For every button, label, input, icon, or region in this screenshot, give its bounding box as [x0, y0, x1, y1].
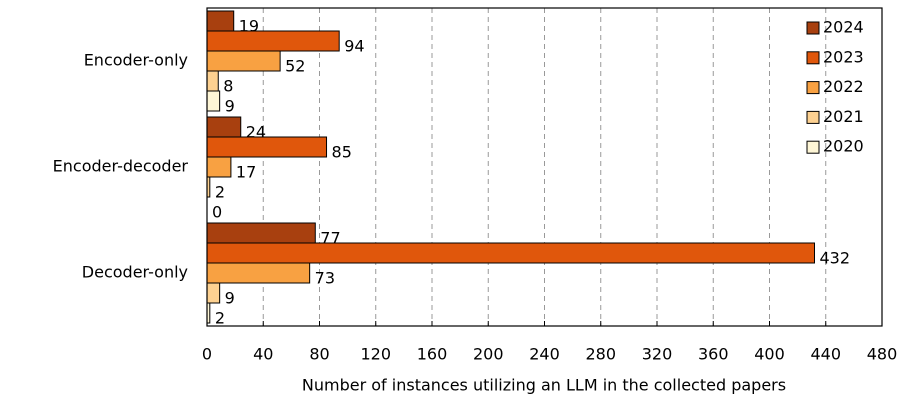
value-label: 52 [285, 57, 305, 76]
value-label: 9 [225, 97, 235, 116]
value-label: 0 [212, 203, 222, 222]
x-tick-label: 240 [529, 345, 560, 364]
bar [206, 30, 340, 52]
x-tick-label: 200 [473, 345, 504, 364]
x-tick-label: 480 [867, 345, 898, 364]
y-tick-label: Encoder-only [84, 51, 188, 70]
x-tick-label: 80 [309, 345, 329, 364]
value-label: 2 [215, 183, 225, 202]
x-tick-label: 120 [360, 345, 391, 364]
bar [206, 90, 221, 112]
x-tick-label: 40 [253, 345, 273, 364]
x-tick-label: 0 [202, 345, 212, 364]
value-label: 8 [223, 77, 233, 96]
bar [206, 282, 221, 304]
bar [206, 116, 242, 138]
legend-swatch [806, 21, 820, 35]
bar [206, 262, 311, 284]
legend-swatch [806, 140, 820, 154]
legend-label: 2023 [823, 47, 864, 66]
value-label: 432 [820, 249, 851, 268]
bar [206, 222, 316, 244]
x-tick-label: 400 [754, 345, 785, 364]
legend-label: 2020 [823, 137, 864, 156]
x-axis-label: Number of instances utilizing an LLM in … [302, 376, 786, 395]
legend-swatch [806, 51, 820, 65]
value-label: 85 [332, 143, 352, 162]
value-label: 17 [236, 163, 256, 182]
value-label: 73 [315, 269, 335, 288]
bar [206, 50, 281, 72]
bar [206, 136, 328, 158]
y-tick-label: Encoder-decoder [53, 157, 189, 176]
x-tick-label: 280 [585, 345, 616, 364]
x-tick-label: 160 [417, 345, 448, 364]
legend-label: 2021 [823, 107, 864, 126]
x-tick-label: 440 [810, 345, 841, 364]
y-tick-label: Decoder-only [82, 263, 188, 282]
legend-swatch [806, 81, 820, 95]
plot-frame [206, 7, 883, 327]
x-tick-label: 360 [698, 345, 729, 364]
legend-label: 2024 [823, 18, 864, 37]
legend-label: 2022 [823, 77, 864, 96]
value-label: 2 [215, 309, 225, 328]
x-tick-label: 320 [642, 345, 673, 364]
value-label: 94 [344, 37, 364, 56]
bar [206, 10, 235, 32]
bar [206, 242, 815, 264]
bar [206, 156, 232, 178]
legend-swatch [806, 110, 820, 124]
value-label: 9 [225, 289, 235, 308]
bar [206, 70, 219, 92]
